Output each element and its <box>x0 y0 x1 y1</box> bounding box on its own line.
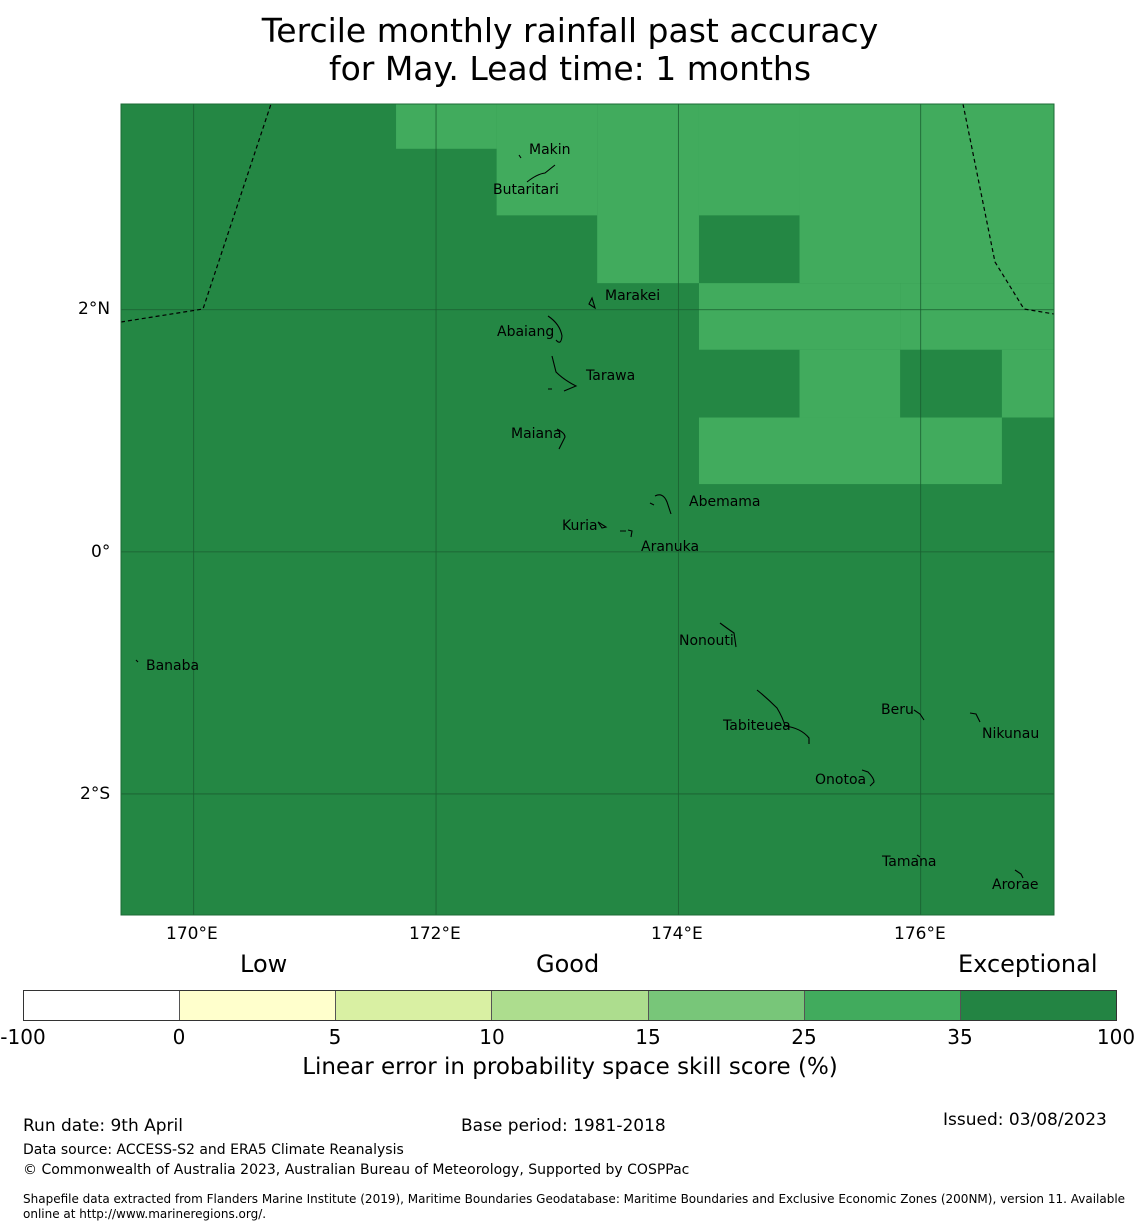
island-outline <box>649 494 672 515</box>
skill-cell <box>597 104 699 284</box>
island-outline <box>969 712 981 723</box>
skill-grid <box>121 104 1054 915</box>
shapefile-credit: Shapefile data extracted from Flanders M… <box>23 1192 1126 1221</box>
map-frame <box>120 103 1055 916</box>
color-bar-tick: -100 <box>0 1025 46 1049</box>
island-label-onotoa: Onotoa <box>815 772 866 788</box>
skill-cell <box>698 283 901 350</box>
island-label-beru: Beru <box>881 702 914 718</box>
skill-cell <box>900 283 1054 350</box>
island-outline <box>620 529 633 538</box>
lon-tick-172e: 172°E <box>409 924 461 944</box>
color-bar-segment <box>804 991 961 1020</box>
base-period: Base period: 1981-2018 <box>461 1116 666 1136</box>
issued-date: Issued: 03/08/2023 <box>943 1110 1107 1130</box>
data-source: Data source: ACCESS-S2 and ERA5 Climate … <box>23 1142 404 1158</box>
island-outline <box>913 709 925 721</box>
skill-cell <box>396 104 497 149</box>
island-label-makin: Makin <box>529 142 571 158</box>
skill-cell <box>1001 349 1054 418</box>
eez-boundaries <box>120 103 1055 323</box>
color-bar-segment <box>648 991 805 1020</box>
island-label-nonouti: Nonouti <box>679 633 734 649</box>
island-labels: Makin Butaritari Marakei Abaiang Tarawa Maian… <box>146 142 1039 893</box>
lat-tick-0: 0° <box>91 542 111 562</box>
lat-tick-2n: 2°N <box>78 299 111 319</box>
island-outline <box>1014 869 1024 879</box>
color-bar-tick: 5 <box>328 1025 342 1049</box>
map-title-line1: Tercile monthly rainfall past accuracy <box>261 11 879 50</box>
island-label-aranuka: Aranuka <box>641 539 699 555</box>
island-outline <box>518 154 522 159</box>
skill-map: Makin Butaritari Marakei Abaiang Tarawa Maian… <box>120 103 1055 916</box>
skill-cell <box>799 349 901 418</box>
color-bar-segment <box>24 991 181 1020</box>
map-title-line2: for May. Lead time: 1 months <box>328 49 812 88</box>
island-outline <box>597 521 608 529</box>
island-outline <box>588 296 596 310</box>
island-outline <box>756 689 810 744</box>
lat-tick-2s: 2°S <box>80 784 111 804</box>
island-outline <box>547 315 563 343</box>
island-label-maiana: Maiana <box>511 426 562 442</box>
lon-tick-170e: 170°E <box>166 924 218 944</box>
skill-cell <box>496 104 598 216</box>
island-label-marakei: Marakei <box>605 288 660 304</box>
color-bar-segment <box>180 991 337 1020</box>
color-bar-tick: 35 <box>947 1025 973 1049</box>
lon-tick-174e: 174°E <box>651 924 703 944</box>
island-outline <box>719 622 737 648</box>
island-label-butaritari: Butaritari <box>493 182 559 198</box>
island-label-banaba: Banaba <box>146 658 199 674</box>
color-bar <box>23 990 1117 1021</box>
color-bar-tick: 15 <box>635 1025 661 1049</box>
color-bar-tick: 10 <box>479 1025 505 1049</box>
graticule <box>121 104 1054 915</box>
eez-boundary-west <box>120 103 272 323</box>
legend-category-good: Good <box>536 950 600 978</box>
island-outline <box>548 355 578 392</box>
island-outline <box>135 659 139 663</box>
island-label-arorae: Arorae <box>992 877 1039 893</box>
run-date: Run date: 9th April <box>23 1116 183 1136</box>
lon-tick-176e: 176°E <box>894 924 946 944</box>
island-label-tamana: Tamana <box>881 854 936 870</box>
skill-cell <box>799 104 1054 284</box>
islands <box>135 154 1024 879</box>
island-outline <box>861 769 875 787</box>
skill-cell <box>698 104 800 216</box>
island-outline <box>916 854 921 858</box>
island-outline <box>556 428 566 450</box>
color-bar-tick: 25 <box>791 1025 817 1049</box>
color-bar-label: Linear error in probability space skill … <box>302 1054 838 1080</box>
color-bar-tick: 100 <box>1096 1025 1136 1049</box>
color-bar-segment <box>336 991 493 1020</box>
island-label-kuria: Kuria <box>562 518 598 534</box>
island-label-abaiang: Abaiang <box>497 324 554 340</box>
color-bar-segment <box>492 991 649 1020</box>
island-label-tarawa: Tarawa <box>585 368 635 384</box>
legend-category-exceptional: Exceptional <box>958 950 1098 978</box>
island-outline <box>526 164 556 183</box>
island-label-nikunau: Nikunau <box>982 726 1039 742</box>
color-bar-tick: 0 <box>172 1025 186 1049</box>
copyright: © Commonwealth of Australia 2023, Austra… <box>23 1162 690 1178</box>
island-label-abemama: Abemama <box>689 494 761 510</box>
legend-category-low: Low <box>240 950 288 978</box>
skill-cell <box>698 417 1002 485</box>
eez-boundary-east <box>962 103 1055 315</box>
island-label-tabiteuea: Tabiteuea <box>722 718 791 734</box>
color-bar-segment <box>960 991 1116 1020</box>
